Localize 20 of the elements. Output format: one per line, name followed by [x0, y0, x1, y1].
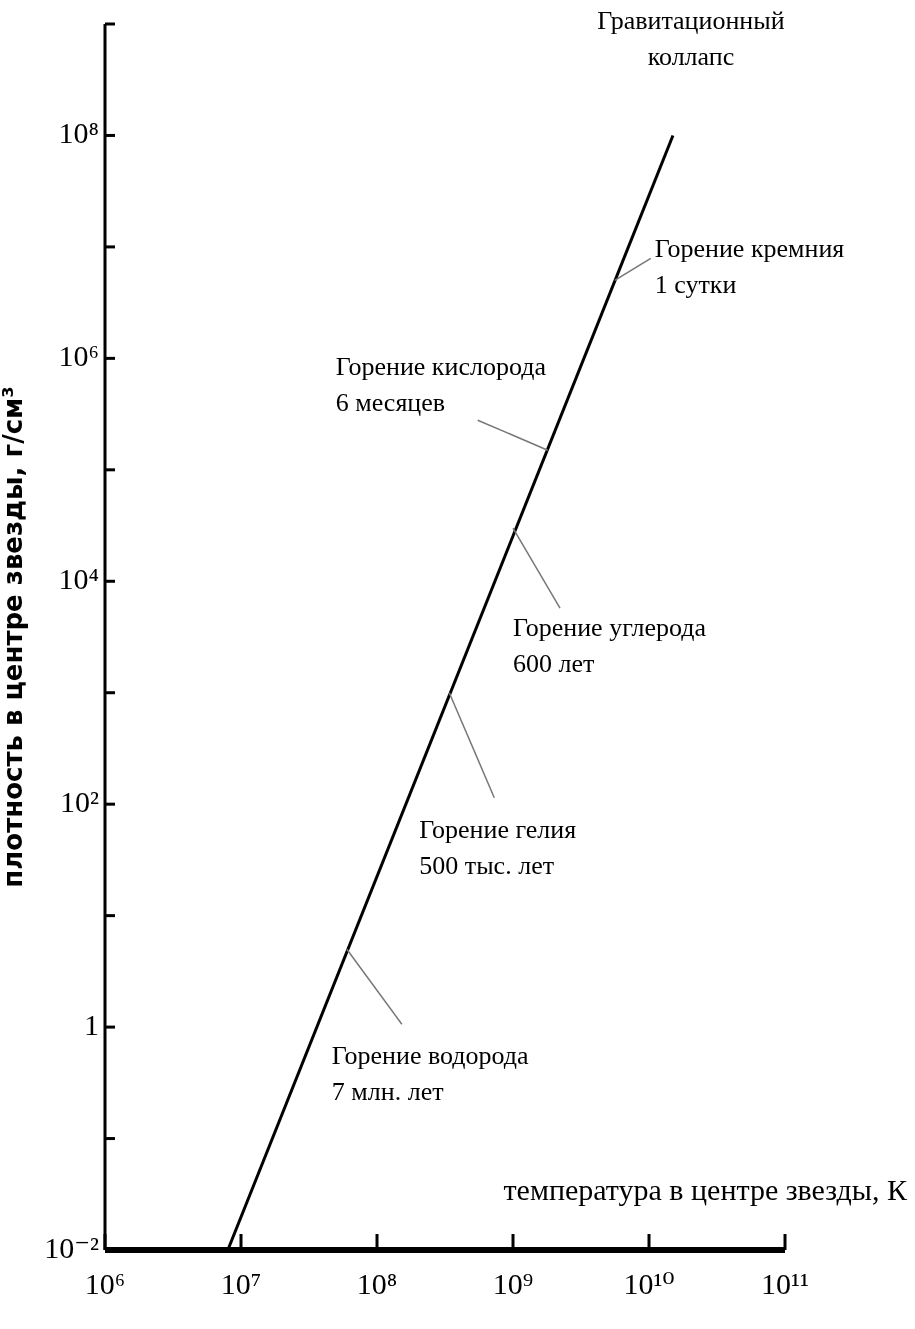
y-tick-label: 10²: [60, 785, 99, 819]
annotation: Горение кремния 1 сутки: [654, 234, 845, 300]
y-tick-label: 10⁴: [58, 562, 99, 596]
y-tick-label: 1: [84, 1007, 99, 1041]
annotation: Горение водорода 7 млн. лет: [331, 1041, 530, 1107]
y-axis-title: плотность в центре звезды, г/см³: [0, 386, 29, 888]
x-tick-label: 10⁷: [220, 1266, 262, 1300]
x-axis-title: температура в центре звезды, К: [503, 1173, 908, 1206]
x-tick-label: 10¹⁰: [623, 1266, 675, 1300]
x-tick-label: 10⁸: [356, 1266, 398, 1300]
annotation: Горение углерода 600 лет: [513, 612, 707, 678]
y-tick-label: 10⁶: [58, 339, 99, 373]
y-tick-label: 10⁸: [58, 116, 99, 150]
annotation: Горение кислорода 6 месяцев: [335, 352, 547, 418]
annotation: Горение гелия 500 тыс. лет: [419, 814, 577, 880]
x-tick-label: 10⁹: [492, 1266, 534, 1300]
y-tick-label: 10⁻²: [44, 1230, 99, 1264]
annotation: Гравитационный коллапс: [597, 6, 785, 72]
x-tick-label: 10¹¹: [761, 1266, 809, 1300]
x-tick-label: 10⁶: [84, 1266, 126, 1300]
